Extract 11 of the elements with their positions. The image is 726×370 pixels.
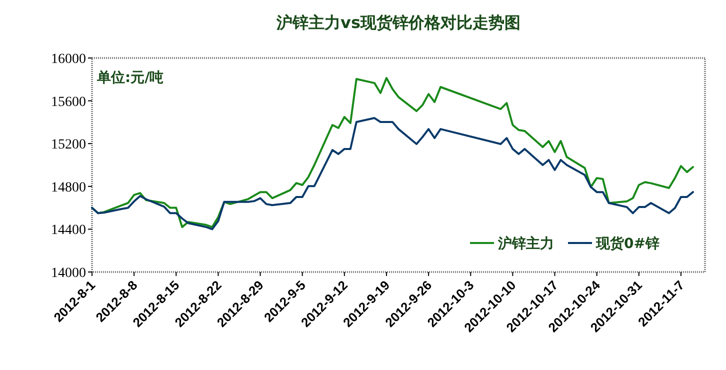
y-tick-label: 15600 xyxy=(51,94,86,110)
line-series xyxy=(91,117,694,230)
y-tick-label: 14000 xyxy=(51,266,86,281)
chart-title: 沪锌主力vs现货锌价格对比走势图 xyxy=(276,13,520,32)
y-tick-label: 16000 xyxy=(51,52,86,67)
legend-label: 现货0#锌 xyxy=(595,236,660,252)
y-tick-label: 14800 xyxy=(51,180,86,196)
annotation: 单位:元/吨 xyxy=(96,70,164,86)
y-tick-label: 14400 xyxy=(51,223,86,238)
legend-label: 沪锌主力 xyxy=(497,235,554,252)
y-tick-label: 15200 xyxy=(51,138,86,153)
